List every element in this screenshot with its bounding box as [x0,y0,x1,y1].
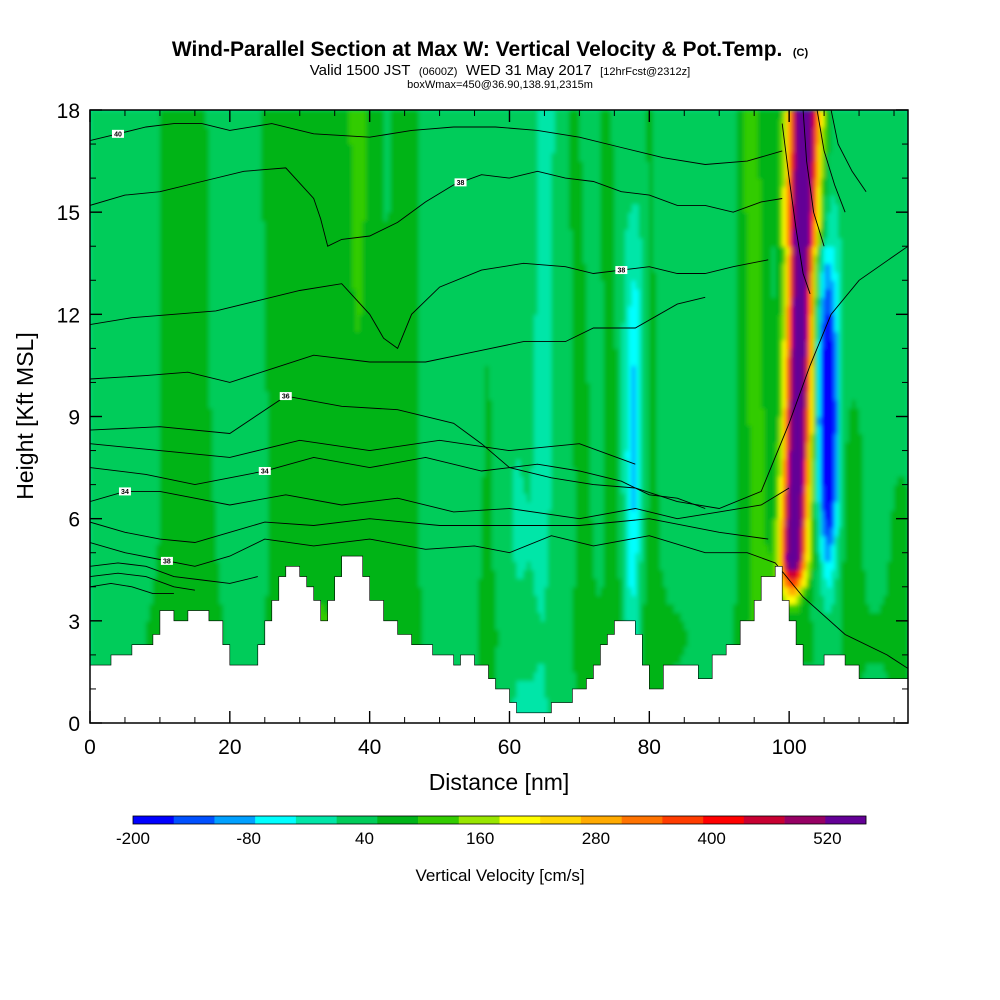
colorbar-swatch [214,816,256,824]
contour-label: 38 [457,180,465,187]
contour-label-bg [454,178,467,187]
x-tick-label: 80 [638,736,661,759]
colorbar: -200 -80 40 160 280 400 520 [116,815,867,848]
y-tick-label: 3 [68,611,80,634]
contour-line-11 [90,167,783,247]
x-tick-label: 100 [772,736,807,759]
colorbar-swatch [173,816,215,824]
colorbar-swatch [703,816,745,824]
x-tick-label: 40 [358,736,381,759]
contour-line-0 [90,582,174,595]
colorbar-label: 40 [355,829,374,848]
colorbar-swatch [580,816,622,824]
colorbar-frame [132,815,867,825]
y-tick-label: 6 [68,509,80,532]
y-tick-label: 15 [57,202,80,225]
contour-line-4 [90,518,769,543]
colorbar-swatch [621,816,663,824]
contour-line-5 [90,487,790,520]
x-axis-title: Distance [nm] [429,769,570,795]
contour-label: 38 [617,268,625,275]
colorbar-swatch [662,816,704,824]
contour-label-bg [160,556,173,565]
x-tick-label: 20 [218,736,241,759]
colorbar-swatch [377,816,419,824]
contour-line-9 [90,296,706,383]
contour-line-12 [90,123,783,165]
contour-line-1 [90,572,195,591]
colorbar-swatch [784,816,826,824]
y-tick-label: 18 [57,100,80,123]
contour-line-8 [90,245,908,509]
contour-line-3 [90,535,908,669]
colorbar-swatch [255,816,297,824]
contour-label: 34 [121,489,129,496]
colorbar-swatch [418,816,460,824]
colorbar-label: -80 [236,829,261,848]
chart-box-info: boxWmax=450@36.90,138.91,2315m [407,79,593,91]
theta-contours: 38 34 34 36 38 38 40 [90,110,908,669]
y-tick-label: 0 [68,713,80,736]
colorbar-label: -200 [116,829,150,848]
contour-line-15 [816,110,846,213]
contour-line-7 [90,439,636,465]
colorbar-label: 400 [698,829,726,848]
plot-area: 38 34 34 36 38 38 40 [90,110,908,723]
contour-line-6 [90,456,706,509]
y-tick-label: 12 [57,304,80,327]
chart-subtitle: Valid 1500 JST (0600Z) WED 31 May 2017 [… [310,62,690,79]
colorbar-swatch [133,816,175,824]
contour-label: 40 [114,131,122,138]
contour-label-bg [279,392,292,401]
colorbar-swatch [336,816,378,824]
contour-label: 36 [282,394,290,401]
contour-line-13 [781,123,811,295]
x-tick-label: 0 [84,736,96,759]
contour-label: 38 [163,558,171,565]
contour-label-bg [118,487,131,496]
colorbar-label: 280 [582,829,610,848]
colorbar-swatch [458,816,500,824]
title-block: Wind-Parallel Section at Max W: Vertical… [172,38,809,91]
y-axis-title: Height [Kft MSL] [12,332,38,499]
y-tick-label: 9 [68,407,80,430]
contour-line-14 [802,110,825,247]
contour-line-16 [830,110,867,192]
colorbar-label: 160 [466,829,494,848]
contour-label-bg [258,466,271,475]
contour-line-2 [90,562,258,584]
chart-title: Wind-Parallel Section at Max W: Vertical… [172,38,809,61]
contour-label: 34 [261,468,269,475]
colorbar-title: Vertical Velocity [cm/s] [415,866,584,885]
colorbar-swatch [825,816,867,824]
colorbar-swatch [295,816,337,824]
contour-label-bg [615,266,628,275]
x-axis: 0 20 40 60 80 100 [84,110,895,759]
colorbar-label: 520 [813,829,841,848]
contour-label-bg [111,129,124,138]
terrain [90,555,908,723]
colorbar-swatch [499,816,541,824]
contour-line-10 [90,259,769,350]
colorbar-swatch [540,816,582,824]
colorbar-swatch [743,816,785,824]
x-tick-label: 60 [498,736,521,759]
